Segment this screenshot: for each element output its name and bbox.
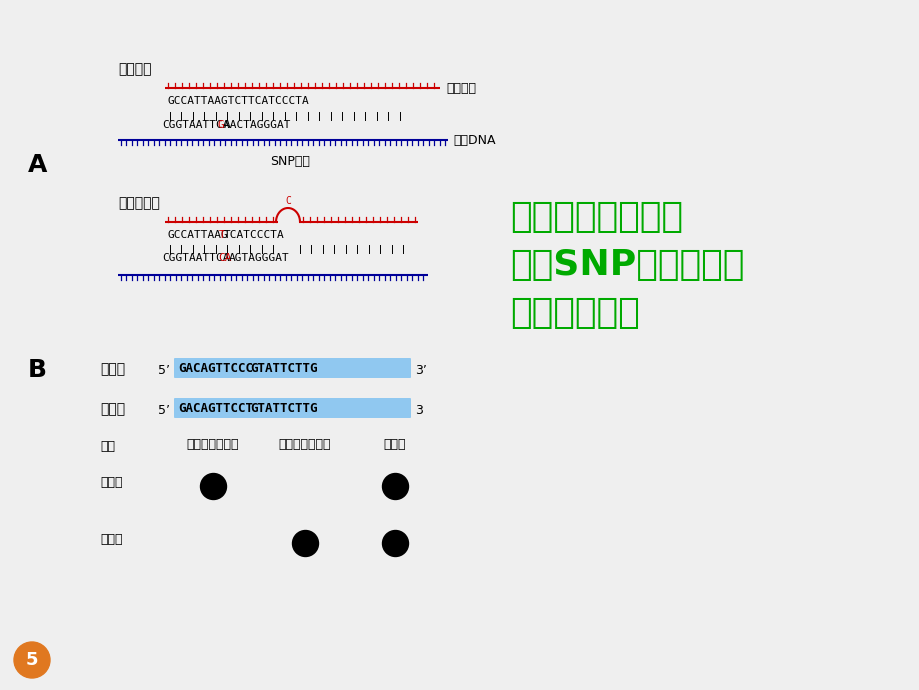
- Text: 目标DNA: 目标DNA: [452, 133, 495, 146]
- Text: 不稳定杂交: 不稳定杂交: [118, 196, 160, 210]
- Text: GCCATTAAGTCTTCATCCCTA: GCCATTAAGTCTTCATCCCTA: [168, 96, 310, 106]
- Text: A: A: [28, 153, 47, 177]
- Point: [298, 538, 312, 549]
- Text: T: T: [218, 230, 225, 240]
- Text: GACAGTTCCC: GACAGTTCCC: [177, 362, 253, 375]
- Point: [387, 538, 402, 549]
- Text: 杂合子: 杂合子: [383, 438, 406, 451]
- Text: 寻核苷酸: 寻核苷酸: [446, 81, 475, 95]
- Text: 突变型: 突变型: [100, 533, 122, 546]
- Text: SNP位点: SNP位点: [270, 155, 310, 168]
- Text: 纯合子（正常）: 纯合子（正常）: [187, 438, 239, 451]
- Text: CGGTAATTCA: CGGTAATTCA: [162, 120, 229, 130]
- Text: 纯合子（突变）: 纯合子（突变）: [278, 438, 331, 451]
- Text: 3’: 3’: [414, 364, 426, 377]
- Text: 寻核苷等位酸杂交: 寻核苷等位酸杂交: [509, 200, 682, 234]
- Text: GACAGTTCCT: GACAGTTCCT: [177, 402, 253, 415]
- Text: C: C: [285, 196, 290, 206]
- Text: CGGTAATTCA: CGGTAATTCA: [162, 253, 229, 263]
- Text: B: B: [28, 358, 47, 382]
- Text: 突变型: 突变型: [100, 402, 125, 416]
- Text: GTATTCTTG: GTATTCTTG: [250, 402, 317, 415]
- Text: 探针: 探针: [100, 440, 115, 453]
- Text: AACTAGGGAT: AACTAGGGAT: [223, 120, 290, 130]
- Text: G: G: [218, 120, 224, 130]
- Text: 分析SNP和基因特意: 分析SNP和基因特意: [509, 248, 743, 282]
- Point: [206, 480, 221, 491]
- Text: GCCATTAAG: GCCATTAAG: [168, 230, 229, 240]
- Text: TCATCCCTA: TCATCCCTA: [223, 230, 285, 240]
- Text: 野生型: 野生型: [100, 476, 122, 489]
- Text: 5’: 5’: [158, 364, 170, 377]
- FancyBboxPatch shape: [174, 398, 411, 418]
- Text: 寻核苷酸杂交: 寻核苷酸杂交: [509, 296, 639, 330]
- Text: 3: 3: [414, 404, 423, 417]
- Text: AGTAGGGAT: AGTAGGGAT: [229, 253, 289, 263]
- Text: 稳定杂交: 稳定杂交: [118, 62, 152, 76]
- Point: [387, 480, 402, 491]
- Text: 5’: 5’: [158, 404, 170, 417]
- Text: 5: 5: [26, 651, 39, 669]
- FancyBboxPatch shape: [174, 358, 411, 378]
- Text: CA: CA: [218, 253, 232, 263]
- Circle shape: [14, 642, 50, 678]
- Text: GTATTCTTG: GTATTCTTG: [250, 362, 317, 375]
- Text: 野生型: 野生型: [100, 362, 125, 376]
